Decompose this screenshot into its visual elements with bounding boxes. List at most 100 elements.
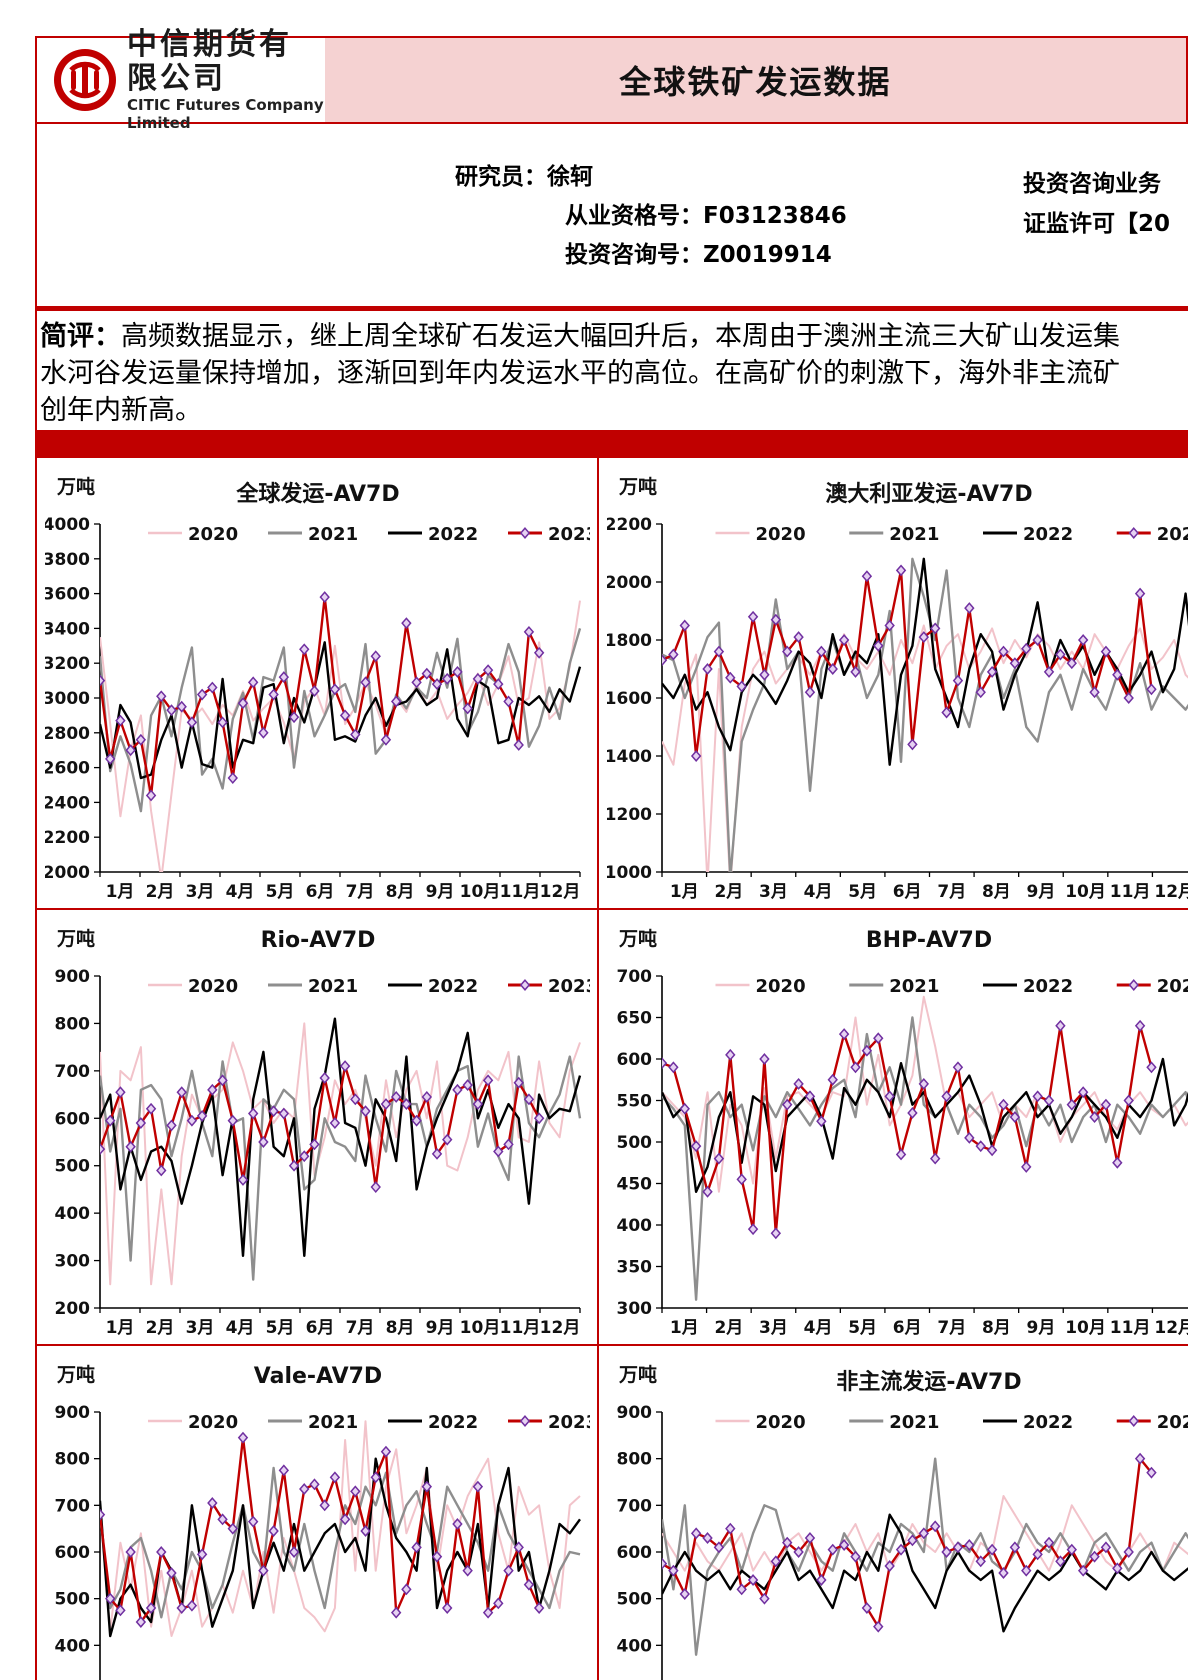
diamond-marker <box>1089 1550 1100 1563</box>
svg-text:10月: 10月 <box>460 1318 501 1338</box>
researcher-block: 研究员：徐轲 从业资格号：F03123846 投资咨询号：Z0019914 <box>455 158 847 275</box>
diamond-marker <box>986 665 998 678</box>
diamond-marker <box>299 643 310 656</box>
report-title-band: 全球铁矿发运数据 <box>324 38 1186 122</box>
svg-text:2020: 2020 <box>756 1412 806 1433</box>
diamond-marker <box>472 1480 484 1493</box>
diamond-marker <box>493 1597 504 1610</box>
license-line-1: 投资咨询业务 <box>1023 171 1161 197</box>
svg-text:600: 600 <box>617 1543 653 1563</box>
diamond-marker <box>1112 668 1123 681</box>
page-title: 全球铁矿发运数据 <box>619 63 892 101</box>
svg-text:2022: 2022 <box>428 524 478 545</box>
diamond-marker <box>411 1114 422 1127</box>
svg-text:300: 300 <box>55 1252 91 1272</box>
chart-panel-nonmainstream: 万吨 非主流发运-AV7D 3004005006007008009001月2月3… <box>597 1344 1188 1680</box>
diamond-marker <box>679 619 690 632</box>
diamond-marker <box>196 1548 208 1561</box>
svg-text:700: 700 <box>55 1496 91 1516</box>
series-2021 <box>100 1466 581 1619</box>
report-header: 中信期货有限公司 CITIC Futures Company Limited 全… <box>35 28 1188 132</box>
svg-text:2800: 2800 <box>45 724 90 744</box>
svg-text:1月: 1月 <box>670 882 699 902</box>
diamond-marker <box>793 1546 804 1558</box>
diamond-marker <box>533 1112 545 1125</box>
svg-text:200: 200 <box>55 1299 91 1319</box>
legend: 2020 2021 2022 2023 <box>148 524 590 545</box>
diamond-marker <box>713 1152 725 1165</box>
diamond-marker <box>533 1602 545 1614</box>
license-block: 投资咨询业务 证监许可【20 <box>1023 164 1170 244</box>
svg-text:2022: 2022 <box>428 1412 478 1433</box>
svg-text:2020: 2020 <box>756 976 806 997</box>
chart-panel-vale: 万吨 Vale-AV7D 3004005006007008009001月2月3月… <box>35 1344 599 1680</box>
svg-text:9月: 9月 <box>426 1318 455 1338</box>
diamond-marker <box>668 648 679 661</box>
diamond-marker <box>115 1086 126 1099</box>
diamond-marker <box>679 1588 690 1600</box>
unit-label: 万吨 <box>619 476 658 498</box>
diamond-marker <box>329 683 341 696</box>
svg-text:2023: 2023 <box>548 1412 590 1433</box>
diamond-marker <box>462 1079 473 1092</box>
diamond-marker <box>929 1520 941 1533</box>
svg-text:3000: 3000 <box>45 689 90 709</box>
axes: 3004005006007008009001月2月3月4月5月6月7月8月9月1… <box>617 1403 663 1680</box>
diamond-marker <box>462 1564 473 1577</box>
diamond-marker <box>125 1546 136 1558</box>
axes: 1000 1200 1400 1600 1800 2000 2200 1月 2月 3月 4月 5月 6月… <box>607 515 1188 902</box>
diamond-marker <box>918 631 930 644</box>
diamond-marker <box>207 681 218 694</box>
diamond-marker <box>299 1483 310 1495</box>
diamond-marker <box>690 1140 702 1153</box>
diamond-marker <box>100 1508 106 1521</box>
unit-label: 万吨 <box>57 928 96 950</box>
chart-nonmainstream-svg: 3004005006007008009001月2月3月4月5月6月7月8月9月1… <box>617 1403 1188 1680</box>
diamond-marker <box>493 1145 504 1158</box>
diamond-marker <box>1021 642 1032 655</box>
researcher-name: 徐轲 <box>547 164 593 190</box>
svg-text:7月: 7月 <box>937 882 966 902</box>
diamond-marker <box>725 1048 736 1061</box>
diamond-marker <box>918 1527 930 1540</box>
unit-label: 万吨 <box>57 476 96 498</box>
svg-text:2600: 2600 <box>45 759 90 779</box>
svg-text:300: 300 <box>617 1299 653 1319</box>
company-name-en: CITIC Futures Company Limited <box>127 96 324 132</box>
diamond-marker <box>793 1077 804 1090</box>
svg-text:4月: 4月 <box>804 882 833 902</box>
svg-text:900: 900 <box>617 1403 653 1423</box>
svg-text:12月: 12月 <box>540 1318 581 1338</box>
diamond-marker <box>986 1144 998 1157</box>
qualification-line: 从业资格号：F03123846 <box>565 203 847 229</box>
diamond-marker <box>929 1152 941 1165</box>
svg-text:11月: 11月 <box>500 1318 541 1338</box>
diamond-marker <box>895 564 907 577</box>
series-2022 <box>100 641 582 780</box>
diamond-marker <box>288 1546 300 1558</box>
series-2023 <box>662 1452 1157 1633</box>
diamond-marker <box>207 1083 218 1096</box>
svg-text:500: 500 <box>55 1590 91 1610</box>
diamond-marker <box>975 1555 986 1568</box>
diamond-marker <box>1055 648 1066 661</box>
diamond-marker <box>907 738 918 751</box>
diamond-marker <box>237 697 249 710</box>
diamond-marker <box>782 645 793 658</box>
svg-text:2021: 2021 <box>308 524 358 545</box>
diamond-marker <box>135 733 147 746</box>
svg-text:2020: 2020 <box>188 524 238 545</box>
axes: 200 300 400 500 600 700 800 900 1月 2月 3月 4月 5月 6月 7月 8月… <box>55 967 581 1338</box>
diamond-marker <box>380 733 392 746</box>
diamond-marker <box>827 663 838 675</box>
diamond-marker <box>442 1133 453 1146</box>
diamond-marker <box>329 1117 341 1129</box>
legend: 2020 2021 2022 2023 <box>715 976 1188 997</box>
svg-text:2021: 2021 <box>308 1412 358 1433</box>
diamond-marker <box>770 1227 782 1240</box>
diamond-marker <box>227 772 238 784</box>
diamond-marker <box>135 1616 147 1628</box>
diamond-marker <box>725 1522 736 1535</box>
diamond-marker <box>186 716 198 729</box>
diamond-marker <box>975 1140 986 1153</box>
